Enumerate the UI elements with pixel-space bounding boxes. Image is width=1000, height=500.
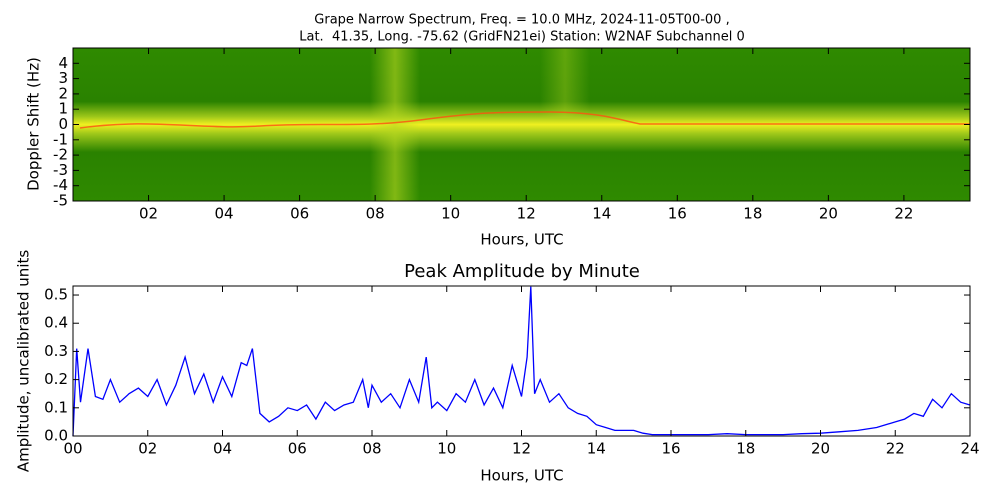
x-tick-label: 10 — [441, 205, 460, 223]
x-tick-label: 16 — [668, 205, 687, 223]
plot-frame — [72, 47, 971, 202]
data-line — [72, 286, 971, 437]
y-tick-label: -4 — [53, 176, 68, 194]
x-tick-label: 00 — [63, 440, 82, 458]
x-tick-label: 06 — [288, 440, 307, 458]
x-tick-label: 12 — [512, 440, 531, 458]
y-tick-label: 4 — [58, 54, 68, 72]
x-tick-label: 16 — [661, 440, 680, 458]
x-tick-label: 10 — [437, 440, 456, 458]
y-axis-label: Doppler Shift (Hz) — [25, 57, 43, 191]
y-tick-label: 0.3 — [44, 342, 68, 360]
y-tick-label: -1 — [53, 130, 68, 148]
x-tick-label: 24 — [960, 440, 979, 458]
y-tick-label: -2 — [53, 146, 68, 164]
x-tick-label: 18 — [736, 440, 755, 458]
spectrogram-image — [73, 48, 970, 201]
x-tick-label: 04 — [215, 205, 234, 223]
y-tick-label: 0.4 — [44, 314, 68, 332]
y-tick-label: 0.5 — [44, 286, 68, 304]
y-tick-label: 0.0 — [44, 427, 68, 445]
y-tick-label: 3 — [58, 69, 68, 87]
x-tick-label: 14 — [592, 205, 611, 223]
y-tick-label: 0.2 — [44, 370, 68, 388]
y-tick-label: 2 — [58, 84, 68, 102]
x-tick-label: 22 — [894, 205, 913, 223]
x-tick-label: 04 — [213, 440, 232, 458]
x-tick-label: 08 — [362, 440, 381, 458]
y-tick-label: 0 — [58, 115, 68, 133]
x-tick-label: 02 — [139, 205, 158, 223]
y-tick-label: 0.1 — [44, 398, 68, 416]
y-tick-label: -3 — [53, 161, 68, 179]
x-tick-label: 20 — [819, 205, 838, 223]
x-tick-label: 02 — [138, 440, 157, 458]
plot-frame — [72, 285, 971, 437]
chart-subtitle: Lat. 41.35, Long. -75.62 (GridFN21ei) St… — [299, 30, 745, 45]
y-tick-label: -5 — [53, 192, 68, 210]
y-axis-label: Amplitude, uncalibrated units — [15, 250, 33, 473]
chart-title: Grape Narrow Spectrum, Freq. = 10.0 MHz,… — [314, 13, 729, 28]
x-tick-label: 08 — [366, 205, 385, 223]
x-axis-label: Hours, UTC — [480, 231, 563, 249]
x-axis-label: Hours, UTC — [480, 467, 563, 485]
chart-title: Peak Amplitude by Minute — [404, 261, 640, 282]
x-tick-label: 20 — [811, 440, 830, 458]
x-tick-label: 22 — [886, 440, 905, 458]
x-tick-label: 14 — [587, 440, 606, 458]
x-tick-label: 06 — [290, 205, 309, 223]
x-tick-label: 18 — [743, 205, 762, 223]
x-tick-label: 12 — [517, 205, 536, 223]
y-tick-label: 1 — [58, 100, 68, 118]
